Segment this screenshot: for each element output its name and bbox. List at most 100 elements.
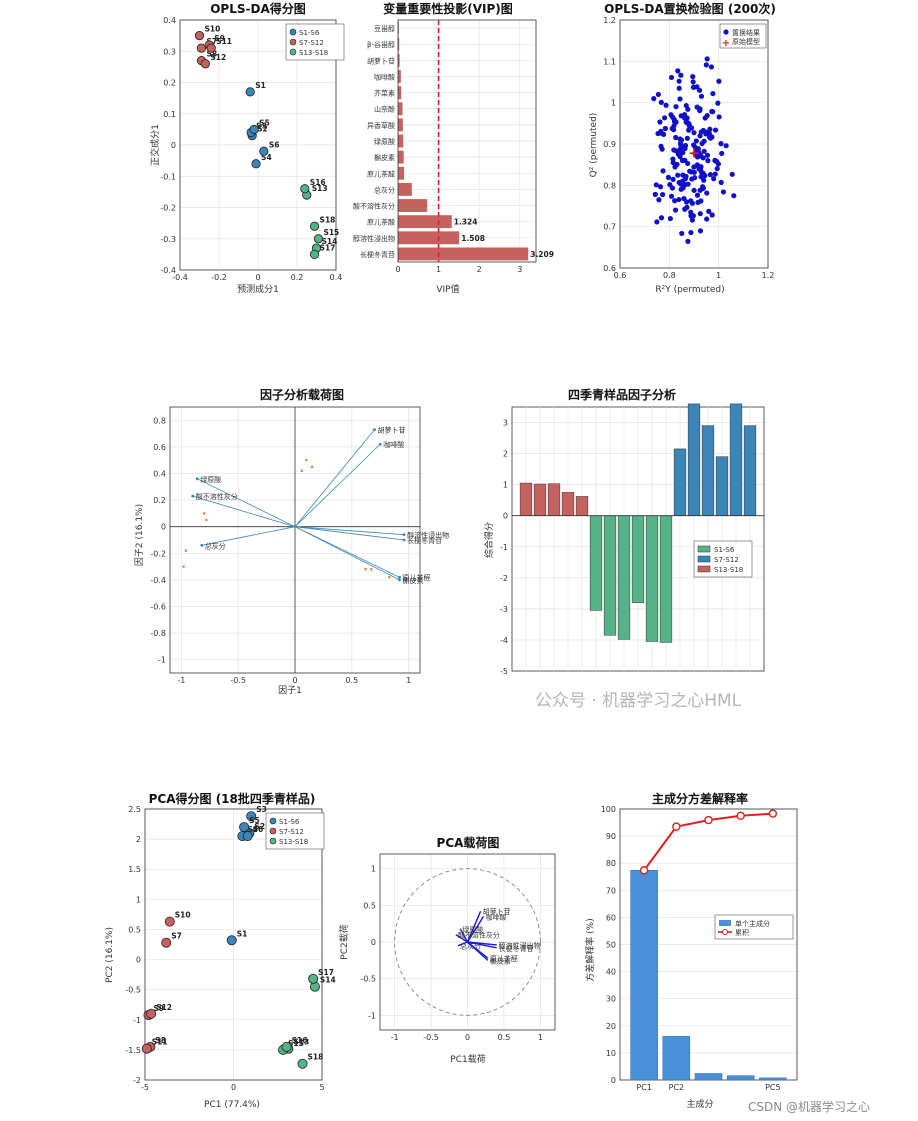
variance-bar — [759, 1077, 787, 1081]
opls-scores-chart: OPLS-DA得分图 -0.4 -0.2 0 0.2 0.40.40.30.20.10-… — [149, 1, 345, 295]
y-tick-label: 0.6 — [603, 264, 616, 273]
x-tick-label: -0.4 — [172, 273, 188, 282]
y-tick-label: -2 — [133, 1076, 141, 1085]
pca-scores-chart: PCA得分图 (18批四季青样品) -5 0 5 2.5 2 1.5 1 0.5 0 -0.5 -1… — [105, 791, 336, 1110]
plot-frame — [144, 808, 323, 1081]
permutation-point — [694, 104, 700, 110]
permutation-point — [719, 150, 725, 157]
loading-vector — [455, 934, 468, 943]
score-bar — [561, 492, 575, 516]
loading-label: 长梗冬青苷 — [499, 944, 534, 953]
permutation-point — [704, 216, 710, 222]
chart-title: 主成分方差解释率 — [652, 791, 748, 806]
plot-area: -1 -0.5 0 0.5 1 1 0.5 0 -0.5 -1 胡萝卜苷咖啡酸绿原酸酸不溶性灰分总灰… — [360, 853, 556, 1042]
chart-title: 因子分析载荷图 — [260, 387, 344, 402]
plot-area: 0 1 2 3 长梗冬青苷 3.209 醇溶性浸出物 1.508 原儿茶酸 1.324 酸不溶性灰分… — [353, 19, 554, 274]
y-tick-label: -3 — [500, 605, 508, 614]
point-label: S13 — [312, 184, 328, 193]
footer-credit: CSDN @机器学习之心 — [748, 1100, 871, 1114]
data-point — [259, 146, 269, 156]
permutation-point — [669, 126, 675, 132]
loading-vector — [294, 526, 405, 541]
permutation-point — [708, 64, 715, 70]
legend-marker — [697, 555, 711, 563]
x-axis-label: 预测成分1 — [237, 283, 279, 295]
y-tick-label: -4 — [500, 636, 508, 645]
y-tick-label: 10 — [606, 1049, 616, 1058]
y-tick-label: -5 — [500, 667, 508, 676]
permutation-point — [682, 157, 688, 163]
vip-bar — [398, 215, 452, 229]
loading-label: 原儿茶醛 — [490, 954, 518, 963]
loading-label: 绿原酸 — [462, 925, 483, 934]
vip-bar — [398, 53, 400, 67]
permutation-point — [662, 125, 668, 132]
permutation-point — [657, 119, 663, 125]
permutation-point — [685, 238, 691, 244]
data-point — [226, 935, 237, 946]
loading-label: 醇溶性浸出物 — [499, 941, 541, 950]
point-label: S14 — [320, 976, 336, 985]
permutation-point — [673, 134, 679, 141]
point-label: S8 — [206, 50, 217, 59]
y-tick-label: -0.2 — [150, 549, 166, 558]
score-point — [369, 568, 373, 571]
y-tick-label: -0.3 — [160, 235, 176, 244]
loading-label: 总灰分 — [460, 942, 481, 951]
point-label: S11 — [152, 1038, 168, 1047]
category-label: 总灰分 — [374, 185, 395, 194]
category-label: 异香草酸 — [367, 121, 395, 130]
x-tick-label: 1 — [436, 265, 441, 274]
permutation-point — [655, 91, 661, 98]
permutation-point — [668, 193, 675, 199]
permutation-point — [677, 96, 683, 102]
permutation-point — [670, 176, 676, 182]
permutation-point — [715, 100, 721, 106]
vip-bar — [398, 118, 403, 132]
plot-area: 0.6 0.8 1 1.21.21.110.90.80.70.6+置换结果+ 原始模型 — [603, 16, 774, 280]
permutation-point — [678, 72, 684, 78]
loading-label: 咖啡酸 — [383, 440, 404, 449]
point-label: S4 — [261, 153, 272, 162]
plot-frame — [397, 19, 537, 263]
permutation-point — [700, 185, 706, 191]
y-axis-label: 综合得分 — [483, 522, 495, 558]
data-point — [309, 221, 320, 231]
score-bar — [659, 515, 673, 643]
y-tick-label: 0.4 — [153, 470, 166, 479]
category-label: 胡萝卜苷 — [367, 56, 395, 65]
loading-label: 咖啡酸 — [486, 912, 507, 921]
permutation-point — [684, 135, 690, 141]
point-label: S16 — [292, 1036, 308, 1045]
point-label: S18 — [308, 1053, 324, 1062]
vip-bar — [398, 182, 412, 196]
data-point — [249, 124, 259, 134]
permutation-point — [704, 56, 710, 62]
chart-title: OPLS-DA得分图 — [210, 1, 306, 16]
legend-label: S7-S12 — [714, 556, 739, 564]
legend-label: S13-S18 — [714, 566, 743, 574]
permutation-point — [684, 204, 690, 210]
data-point — [309, 249, 320, 259]
x-axis-label: PC1 (77.4%) — [204, 1100, 260, 1110]
loading-endpoint — [191, 494, 195, 498]
permutation-point — [695, 146, 701, 152]
chart-title: 变量重要性投影(VIP)图 — [383, 1, 513, 16]
permutation-point — [697, 211, 703, 217]
category-label: 长梗冬青苷 — [360, 250, 395, 259]
data-point — [141, 1043, 152, 1054]
permutation-point — [654, 219, 660, 225]
permutation-point — [677, 140, 684, 146]
permutation-point — [685, 181, 691, 187]
loading-label: 槲皮素 — [403, 576, 424, 585]
cumulative-point — [704, 815, 713, 825]
y-tick-label: -0.5 — [360, 975, 376, 984]
legend-marker — [289, 48, 297, 56]
permutation-point — [675, 172, 681, 178]
y-tick-label: 80 — [606, 859, 616, 868]
y-axis-label: Q² (permuted) — [589, 113, 599, 178]
y-tick-label: 100 — [601, 805, 616, 814]
x-axis-label: R²Y (permuted) — [655, 285, 724, 295]
category-label: 槲皮素 — [374, 153, 395, 162]
point-label: S5 — [259, 118, 270, 127]
